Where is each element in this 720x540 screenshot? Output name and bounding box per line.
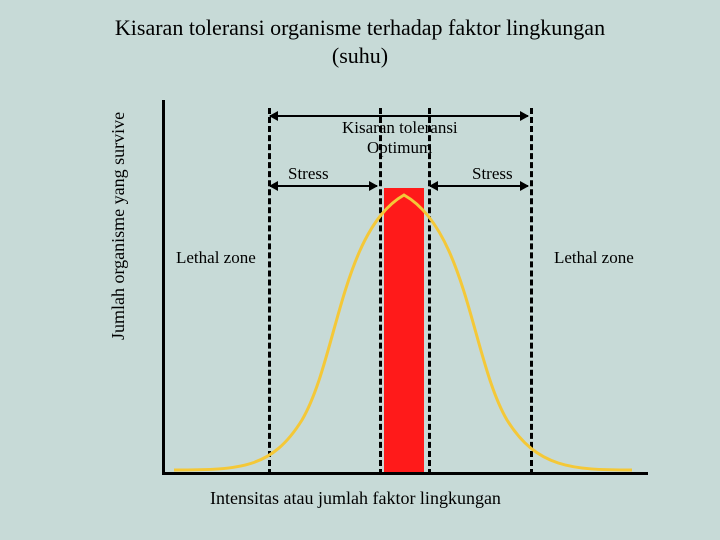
stress-label-left: Stress (288, 164, 329, 184)
title-line2: (suhu) (332, 43, 388, 68)
stress-label-right: Stress (472, 164, 513, 184)
tolerance-chart: Kisaran toleransi Optimum Stress Stress … (162, 100, 648, 475)
stress-range-right (430, 185, 528, 187)
title-line1: Kisaran toleransi organisme terhadap fak… (115, 15, 605, 40)
lethal-label-left: Lethal zone (176, 248, 256, 268)
optimum-label: Optimum (367, 138, 432, 158)
lethal-label-right: Lethal zone (554, 248, 634, 268)
y-axis-label: Jumlah organisme yang survive (108, 112, 129, 340)
x-axis-label: Intensitas atau jumlah faktor lingkungan (210, 488, 501, 509)
tolerance-range (270, 115, 528, 117)
tolerance-label: Kisaran toleransi (342, 118, 458, 138)
stress-range-left (270, 185, 377, 187)
